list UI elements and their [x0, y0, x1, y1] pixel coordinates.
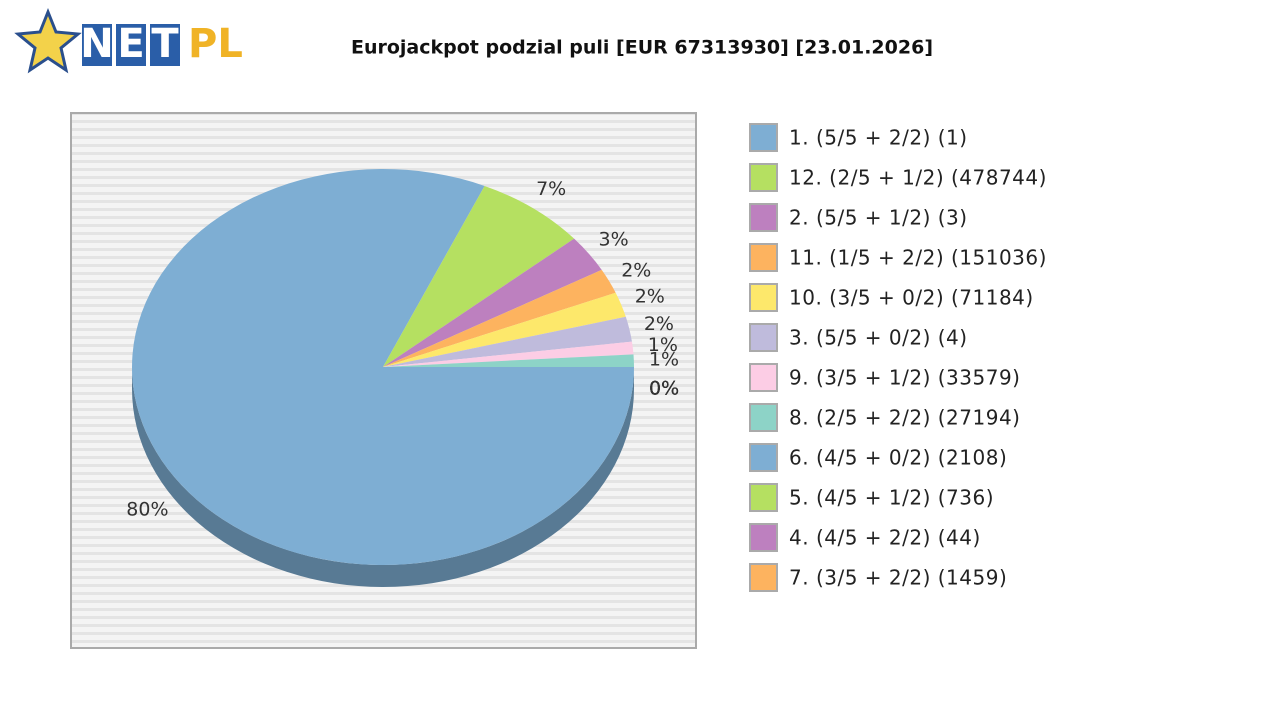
value-label: 2% [621, 259, 651, 281]
legend-label: 3. (5/5 + 0/2) (4) [789, 326, 968, 350]
legend-swatch [749, 363, 778, 392]
legend-label: 4. (4/5 + 2/2) (44) [789, 526, 981, 550]
legend-swatch [749, 523, 778, 552]
legend-swatch [749, 283, 778, 312]
legend-swatch [749, 483, 778, 512]
slice [383, 341, 634, 367]
value-label: 0% [649, 378, 679, 400]
logo: N E T PL [14, 7, 243, 74]
legend-label: 10. (3/5 + 0/2) (71184) [789, 286, 1034, 310]
slice [383, 238, 602, 367]
slice [383, 269, 616, 367]
legend-label: 6. (4/5 + 0/2) (2108) [789, 446, 1007, 470]
value-label: 3% [598, 229, 628, 251]
logo-suffix: PL [188, 21, 243, 67]
legend-swatch [749, 443, 778, 472]
legend-label: 7. (3/5 + 2/2) (1459) [789, 566, 1007, 590]
value-label: 0% [649, 378, 679, 400]
logo-letter: N [80, 21, 113, 67]
legend-label: 2. (5/5 + 1/2) (3) [789, 206, 968, 230]
logo-star [14, 7, 82, 74]
logo-letter: E [117, 21, 144, 67]
logo-box [82, 24, 112, 66]
legend-swatch [749, 203, 778, 232]
legend-swatch [749, 563, 778, 592]
legend-label: 12. (2/5 + 1/2) (478744) [789, 166, 1047, 190]
slice [383, 316, 632, 367]
logo-box [150, 24, 180, 66]
slice [383, 185, 575, 367]
legend-swatch [749, 163, 778, 192]
chart-title: Eurojackpot podzial puli [EUR 67313930] … [351, 37, 933, 59]
legend-label: 11. (1/5 + 2/2) (151036) [789, 246, 1047, 270]
legend-swatch [749, 243, 778, 272]
value-label: 7% [536, 178, 566, 200]
value-label: 2% [635, 286, 665, 308]
legend-swatch [749, 323, 778, 352]
value-label: 0% [649, 378, 679, 400]
legend-label: 1. (5/5 + 2/2) (1) [789, 126, 968, 150]
legend-label: 5. (4/5 + 1/2) (736) [789, 486, 994, 510]
logo-box [116, 24, 146, 66]
value-label: 80% [126, 498, 168, 520]
legend-label: 9. (3/5 + 1/2) (33579) [789, 366, 1020, 390]
legend-label: 8. (2/5 + 2/2) (27194) [789, 406, 1020, 430]
value-label: 1% [649, 348, 679, 370]
slice [383, 354, 634, 367]
legend-swatch [749, 123, 778, 152]
value-label: 2% [644, 313, 674, 335]
logo-letter: T [151, 21, 179, 67]
value-label: 0% [649, 378, 679, 400]
slice [132, 169, 634, 566]
legend-swatch [749, 403, 778, 432]
slice [383, 292, 626, 367]
value-label: 1% [648, 334, 678, 356]
